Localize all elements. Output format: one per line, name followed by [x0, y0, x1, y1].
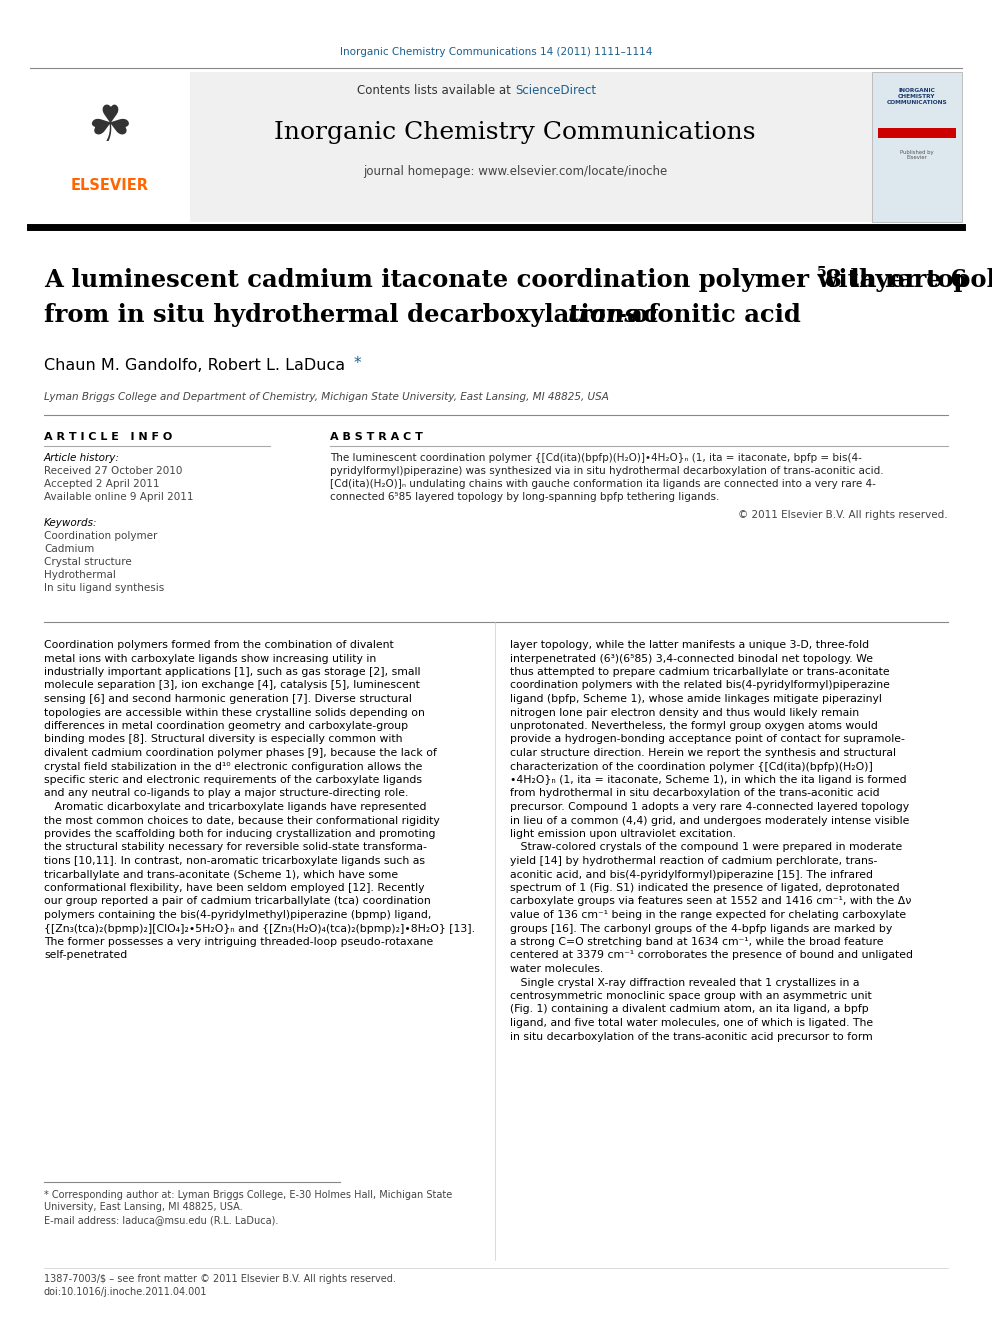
- Text: groups [16]. The carbonyl groups of the 4-bpfp ligands are marked by: groups [16]. The carbonyl groups of the …: [510, 923, 892, 934]
- Text: industrially important applications [1], such as gas storage [2], small: industrially important applications [1],…: [44, 667, 421, 677]
- Bar: [30, 71, 962, 222]
- Text: INORGANIC
CHEMISTRY
COMMUNICATIONS: INORGANIC CHEMISTRY COMMUNICATIONS: [887, 89, 947, 105]
- Text: Keywords:: Keywords:: [44, 519, 97, 528]
- Text: A B S T R A C T: A B S T R A C T: [330, 433, 423, 442]
- Text: Straw-colored crystals of the compound 1 were prepared in moderate: Straw-colored crystals of the compound 1…: [510, 843, 903, 852]
- Text: doi:10.1016/j.inoche.2011.04.001: doi:10.1016/j.inoche.2011.04.001: [44, 1287, 207, 1297]
- Text: unprotonated. Nevertheless, the formyl group oxygen atoms would: unprotonated. Nevertheless, the formyl g…: [510, 721, 878, 732]
- Text: and any neutral co-ligands to play a major structure-directing role.: and any neutral co-ligands to play a maj…: [44, 789, 409, 799]
- Text: E-mail address: laduca@msu.edu (R.L. LaDuca).: E-mail address: laduca@msu.edu (R.L. LaD…: [44, 1215, 279, 1225]
- Text: 5: 5: [817, 266, 826, 280]
- Bar: [878, 128, 956, 138]
- Text: Single crystal X-ray diffraction revealed that 1 crystallizes in a: Single crystal X-ray diffraction reveale…: [510, 978, 859, 987]
- Text: connected 6⁵85 layered topology by long-spanning bpfp tethering ligands.: connected 6⁵85 layered topology by long-…: [330, 492, 719, 501]
- Text: A R T I C L E   I N F O: A R T I C L E I N F O: [44, 433, 173, 442]
- Text: •4H₂O}ₙ (1, ita = itaconate, Scheme 1), in which the ita ligand is formed: •4H₂O}ₙ (1, ita = itaconate, Scheme 1), …: [510, 775, 907, 785]
- Text: molecule separation [3], ion exchange [4], catalysis [5], luminescent: molecule separation [3], ion exchange [4…: [44, 680, 420, 691]
- Text: from in situ hydrothermal decarboxylation of: from in situ hydrothermal decarboxylatio…: [44, 303, 668, 327]
- Text: Published by
Elsevier: Published by Elsevier: [900, 149, 933, 160]
- Text: in situ decarboxylation of the trans-aconitic acid precursor to form: in situ decarboxylation of the trans-aco…: [510, 1032, 873, 1041]
- Text: centrosymmetric monoclinic space group with an asymmetric unit: centrosymmetric monoclinic space group w…: [510, 991, 872, 1002]
- Text: carboxylate groups via features seen at 1552 and 1416 cm⁻¹, with the Δν: carboxylate groups via features seen at …: [510, 897, 912, 906]
- Text: spectrum of 1 (Fig. S1) indicated the presence of ligated, deprotonated: spectrum of 1 (Fig. S1) indicated the pr…: [510, 882, 900, 893]
- Text: nitrogen lone pair electron density and thus would likely remain: nitrogen lone pair electron density and …: [510, 708, 859, 717]
- Text: Hydrothermal: Hydrothermal: [44, 570, 116, 579]
- Text: binding modes [8]. Structural diversity is especially common with: binding modes [8]. Structural diversity …: [44, 734, 403, 745]
- Text: ligand, and five total water molecules, one of which is ligated. The: ligand, and five total water molecules, …: [510, 1017, 873, 1028]
- Text: our group reported a pair of cadmium tricarballylate (tca) coordination: our group reported a pair of cadmium tri…: [44, 897, 431, 906]
- Text: layer topology, while the latter manifests a unique 3-D, three-fold: layer topology, while the latter manifes…: [510, 640, 869, 650]
- Text: in lieu of a common (4,4) grid, and undergoes moderately intense visible: in lieu of a common (4,4) grid, and unde…: [510, 815, 910, 826]
- Text: The luminescent coordination polymer {[Cd(ita)(bpfp)(H₂O)]•4H₂O}ₙ (1, ita = itac: The luminescent coordination polymer {[C…: [330, 452, 862, 463]
- Text: sensing [6] and second harmonic generation [7]. Diverse structural: sensing [6] and second harmonic generati…: [44, 695, 412, 704]
- Text: Available online 9 April 2011: Available online 9 April 2011: [44, 492, 193, 501]
- Text: Aromatic dicarboxylate and tricarboxylate ligands have represented: Aromatic dicarboxylate and tricarboxylat…: [44, 802, 427, 812]
- Text: conformational flexibility, have been seldom employed [12]. Recently: conformational flexibility, have been se…: [44, 882, 425, 893]
- Text: ☘: ☘: [87, 103, 133, 151]
- Text: light emission upon ultraviolet excitation.: light emission upon ultraviolet excitati…: [510, 830, 736, 839]
- Text: topologies are accessible within these crystalline solids depending on: topologies are accessible within these c…: [44, 708, 425, 717]
- Text: characterization of the coordination polymer {[Cd(ita)(bpfp)(H₂O)]: characterization of the coordination pol…: [510, 762, 873, 771]
- Text: tricarballylate and trans-aconitate (Scheme 1), which have some: tricarballylate and trans-aconitate (Sch…: [44, 869, 398, 880]
- Text: ELSEVIER: ELSEVIER: [71, 177, 149, 193]
- Text: Cadmium: Cadmium: [44, 544, 94, 554]
- Text: © 2011 Elsevier B.V. All rights reserved.: © 2011 Elsevier B.V. All rights reserved…: [738, 509, 948, 520]
- Text: polymers containing the bis(4-pyridylmethyl)piperazine (bpmp) ligand,: polymers containing the bis(4-pyridylmet…: [44, 910, 432, 919]
- Text: 8 layer topology: 8 layer topology: [825, 269, 992, 292]
- Text: ligand (bpfp, Scheme 1), whose amide linkages mitigate piperazinyl: ligand (bpfp, Scheme 1), whose amide lin…: [510, 695, 882, 704]
- Text: provide a hydrogen-bonding acceptance point of contact for supramole-: provide a hydrogen-bonding acceptance po…: [510, 734, 905, 745]
- Text: provides the scaffolding both for inducing crystallization and promoting: provides the scaffolding both for induci…: [44, 830, 435, 839]
- Text: University, East Lansing, MI 48825, USA.: University, East Lansing, MI 48825, USA.: [44, 1203, 243, 1212]
- Text: metal ions with carboxylate ligands show increasing utility in: metal ions with carboxylate ligands show…: [44, 654, 376, 664]
- Text: Accepted 2 April 2011: Accepted 2 April 2011: [44, 479, 160, 490]
- Text: a strong C=O stretching band at 1634 cm⁻¹, while the broad feature: a strong C=O stretching band at 1634 cm⁻…: [510, 937, 884, 947]
- Bar: [872, 71, 962, 222]
- Text: Coordination polymer: Coordination polymer: [44, 531, 158, 541]
- Text: Contents lists available at: Contents lists available at: [357, 83, 515, 97]
- Text: trans: trans: [568, 303, 639, 327]
- Text: [Cd(ita)(H₂O)]ₙ undulating chains with gauche conformation ita ligands are conne: [Cd(ita)(H₂O)]ₙ undulating chains with g…: [330, 479, 876, 490]
- Text: Received 27 October 2010: Received 27 October 2010: [44, 466, 183, 476]
- Text: The former possesses a very intriguing threaded-loop pseudo-rotaxane: The former possesses a very intriguing t…: [44, 937, 434, 947]
- Text: aconitic acid, and bis(4-pyridylformyl)piperazine [15]. The infrared: aconitic acid, and bis(4-pyridylformyl)p…: [510, 869, 873, 880]
- Text: interpenetrated (6³)(6⁵85) 3,4-connected binodal net topology. We: interpenetrated (6³)(6⁵85) 3,4-connected…: [510, 654, 873, 664]
- Text: Lyman Briggs College and Department of Chemistry, Michigan State University, Eas: Lyman Briggs College and Department of C…: [44, 392, 609, 402]
- Text: thus attempted to prepare cadmium tricarballylate or trans-aconitate: thus attempted to prepare cadmium tricar…: [510, 667, 890, 677]
- Text: (Fig. 1) containing a divalent cadmium atom, an ita ligand, a bpfp: (Fig. 1) containing a divalent cadmium a…: [510, 1004, 869, 1015]
- Text: centered at 3379 cm⁻¹ corroborates the presence of bound and unligated: centered at 3379 cm⁻¹ corroborates the p…: [510, 950, 913, 960]
- Text: {[Zn₃(tca)₂(bpmp)₂][ClO₄]₂•5H₂O}ₙ and {[Zn₃(H₂O)₄(tca)₂(bpmp)₂]•8H₂O} [13].: {[Zn₃(tca)₂(bpmp)₂][ClO₄]₂•5H₂O}ₙ and {[…: [44, 923, 475, 934]
- Text: journal homepage: www.elsevier.com/locate/inoche: journal homepage: www.elsevier.com/locat…: [363, 165, 668, 179]
- Text: Inorganic Chemistry Communications: Inorganic Chemistry Communications: [274, 122, 756, 144]
- Text: ScienceDirect: ScienceDirect: [515, 83, 596, 97]
- Text: divalent cadmium coordination polymer phases [9], because the lack of: divalent cadmium coordination polymer ph…: [44, 747, 436, 758]
- Text: differences in metal coordination geometry and carboxylate-group: differences in metal coordination geomet…: [44, 721, 408, 732]
- Text: yield [14] by hydrothermal reaction of cadmium perchlorate, trans-: yield [14] by hydrothermal reaction of c…: [510, 856, 877, 867]
- Text: * Corresponding author at: Lyman Briggs College, E-30 Holmes Hall, Michigan Stat: * Corresponding author at: Lyman Briggs …: [44, 1189, 452, 1200]
- Text: precursor. Compound 1 adopts a very rare 4-connected layered topology: precursor. Compound 1 adopts a very rare…: [510, 802, 909, 812]
- Text: pyridylformyl)piperazine) was synthesized via in situ hydrothermal decarboxylati: pyridylformyl)piperazine) was synthesize…: [330, 466, 884, 476]
- Text: crystal field stabilization in the d¹⁰ electronic configuration allows the: crystal field stabilization in the d¹⁰ e…: [44, 762, 423, 771]
- Text: cular structure direction. Herein we report the synthesis and structural: cular structure direction. Herein we rep…: [510, 747, 896, 758]
- Text: 1387-7003/$ – see front matter © 2011 Elsevier B.V. All rights reserved.: 1387-7003/$ – see front matter © 2011 El…: [44, 1274, 396, 1285]
- Text: specific steric and electronic requirements of the carboxylate ligands: specific steric and electronic requireme…: [44, 775, 422, 785]
- Text: Coordination polymers formed from the combination of divalent: Coordination polymers formed from the co…: [44, 640, 394, 650]
- Text: tions [10,11]. In contrast, non-aromatic tricarboxylate ligands such as: tions [10,11]. In contrast, non-aromatic…: [44, 856, 425, 867]
- Text: Crystal structure: Crystal structure: [44, 557, 132, 568]
- Text: Chaun M. Gandolfo, Robert L. LaDuca: Chaun M. Gandolfo, Robert L. LaDuca: [44, 359, 345, 373]
- Bar: [30, 71, 190, 222]
- Text: from hydrothermal in situ decarboxylation of the trans-aconitic acid: from hydrothermal in situ decarboxylatio…: [510, 789, 880, 799]
- Text: value of 136 cm⁻¹ being in the range expected for chelating carboxylate: value of 136 cm⁻¹ being in the range exp…: [510, 910, 906, 919]
- Text: Article history:: Article history:: [44, 452, 120, 463]
- Text: self-penetrated: self-penetrated: [44, 950, 127, 960]
- Text: the structural stability necessary for reversible solid-state transforma-: the structural stability necessary for r…: [44, 843, 427, 852]
- Text: Inorganic Chemistry Communications 14 (2011) 1111–1114: Inorganic Chemistry Communications 14 (2…: [340, 48, 652, 57]
- Text: In situ ligand synthesis: In situ ligand synthesis: [44, 583, 165, 593]
- Text: coordination polymers with the related bis(4-pyridylformyl)piperazine: coordination polymers with the related b…: [510, 680, 890, 691]
- Text: the most common choices to date, because their conformational rigidity: the most common choices to date, because…: [44, 815, 439, 826]
- Text: water molecules.: water molecules.: [510, 964, 603, 974]
- Text: -aconitic acid: -aconitic acid: [617, 303, 801, 327]
- Text: A luminescent cadmium itaconate coordination polymer with rare 6: A luminescent cadmium itaconate coordina…: [44, 269, 967, 292]
- Text: *: *: [354, 356, 362, 370]
